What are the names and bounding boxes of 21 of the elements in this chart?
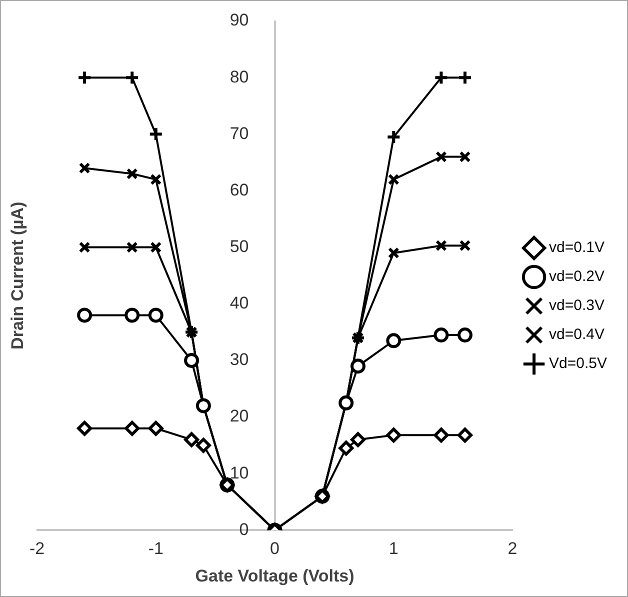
- x-tick-label: -2: [29, 539, 45, 558]
- y-tick-label: 20: [230, 406, 249, 426]
- legend-label: Vd=0.5V: [549, 355, 608, 372]
- y-tick-label: 10: [230, 463, 249, 482]
- legend-label: vd=0.2V: [549, 268, 605, 286]
- legend-label: vd=0.1V: [549, 239, 605, 256]
- y-tick-label: 70: [230, 124, 249, 143]
- x-tick-label: -1: [148, 539, 164, 558]
- x-tick-label: 0: [270, 539, 280, 558]
- legend-label: vd=0.3V: [549, 297, 605, 314]
- y-tick-label: 90: [230, 10, 249, 30]
- y-tick-label: 40: [230, 294, 249, 313]
- x-tick-label: 1: [388, 539, 398, 558]
- x-tick-label: 2: [508, 539, 518, 558]
- x-axis-title: Gate Voltage (Volts): [195, 566, 354, 586]
- y-tick-label: 60: [230, 180, 249, 200]
- y-axis-title: Drain Current (µA): [8, 202, 28, 350]
- y-tick-label: 50: [230, 237, 249, 256]
- legend-label: vd=0.4V: [549, 326, 605, 344]
- y-tick-label: 80: [230, 67, 249, 86]
- y-tick-label: 30: [230, 350, 249, 370]
